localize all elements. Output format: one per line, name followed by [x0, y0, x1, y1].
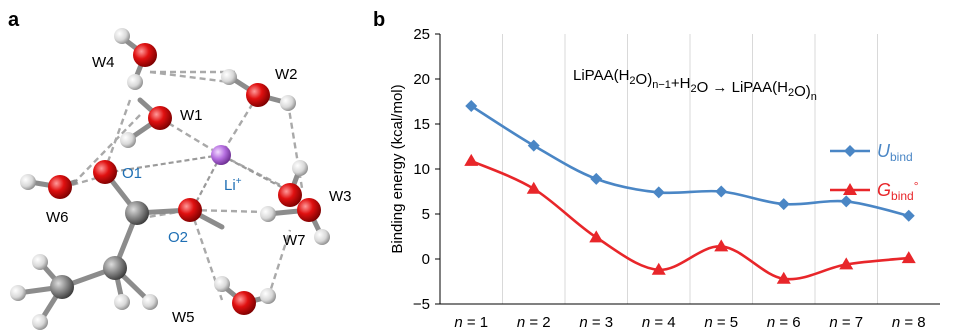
y-tick-label: 25 — [413, 26, 430, 43]
oxygen-atoms — [48, 43, 321, 315]
x-tick-label: n = 4 — [642, 314, 676, 331]
reaction-equation: LiPAA(H2O)n−1+H2O → LiPAA(H2O)n — [573, 67, 817, 103]
water-label-w1: W1 — [180, 107, 203, 124]
data-point-u — [840, 195, 853, 208]
lithium-ion-label: Li+ — [224, 176, 242, 194]
y-tick-label: 5 — [422, 206, 430, 223]
x-tick-label: n = 6 — [767, 314, 801, 331]
binding-energy-chart: b −5 0 5 10 15 20 25 n = 1 n = 2 n = 3 n = 4 n = 5… — [373, 9, 940, 331]
carbon-atoms — [50, 201, 149, 299]
x-tick-label: n = 2 — [517, 314, 551, 331]
y-tick-labels: −5 0 5 10 15 20 25 — [413, 26, 430, 313]
data-point-g — [714, 239, 729, 252]
water-label-w7: W7 — [283, 232, 306, 249]
data-point-g — [464, 153, 479, 166]
data-point-u — [715, 185, 728, 198]
panel-b-label: b — [373, 9, 385, 31]
x-tick-label: n = 7 — [829, 314, 863, 331]
oxygen-label-o1: O1 — [122, 165, 142, 182]
legend-entry: Gbind° — [877, 179, 919, 203]
x-tick-label: n = 1 — [454, 314, 488, 331]
data-point-g — [651, 262, 666, 275]
y-tick-label: 0 — [422, 251, 430, 268]
data-point-u — [527, 139, 540, 152]
data-point-g — [776, 271, 791, 284]
water-label-w5: W5 — [172, 309, 195, 326]
data-point-g — [589, 230, 604, 243]
data-point-g — [901, 251, 916, 264]
y-tick-label: 10 — [413, 161, 430, 178]
data-point-u — [590, 172, 603, 185]
data-point-u — [902, 209, 915, 222]
chart-axes — [435, 33, 940, 305]
legend-marker — [844, 145, 856, 157]
water-label-w6: W6 — [46, 209, 69, 226]
data-point-u — [652, 186, 665, 199]
oxygen-label-o2: O2 — [168, 229, 188, 246]
x-tick-label: n = 5 — [704, 314, 738, 331]
y-tick-label: −5 — [413, 296, 430, 313]
water-label-w4: W4 — [92, 54, 115, 71]
x-tick-label: n = 3 — [579, 314, 613, 331]
data-series — [464, 100, 916, 284]
hydrogen-atoms — [10, 28, 330, 330]
data-point-u — [465, 100, 478, 112]
legend-marker — [843, 183, 857, 195]
y-axis-label: Binding energy (kcal/mol) — [389, 84, 406, 253]
y-tick-label: 15 — [413, 116, 430, 133]
panel-a-label: a — [8, 9, 20, 31]
water-label-w3: W3 — [329, 188, 352, 205]
molecule-structure-panel: a — [8, 9, 352, 330]
chart-legend: Ubind Gbind° — [830, 141, 919, 203]
data-point-u — [777, 198, 790, 211]
data-point-g — [526, 181, 541, 194]
data-point-g — [839, 257, 854, 270]
lithium-atom — [211, 145, 231, 165]
x-tick-labels: n = 1 n = 2 n = 3 n = 4 n = 5 n = 6 n = 7 n = 8 — [454, 314, 925, 331]
legend-entry: Ubind — [877, 141, 913, 164]
water-label-w2: W2 — [275, 66, 298, 83]
x-tick-label: n = 8 — [892, 314, 926, 331]
y-tick-label: 20 — [413, 71, 430, 88]
